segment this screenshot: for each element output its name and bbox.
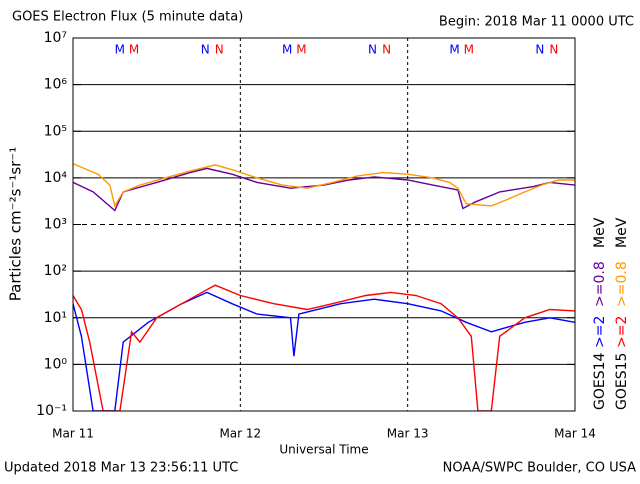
y-tick-label: 10³ [44,217,67,233]
legend-text: >=2 [614,316,630,348]
time-marker: M [282,43,292,57]
time-marker: M [129,43,139,57]
y-tick-label: 10⁷ [44,30,67,46]
series-line [73,291,575,411]
x-tick-label: Mar 11 [52,427,94,441]
legend-text: GOES15 [614,353,630,410]
legend-column: GOES14 >=2 >=0.8 MeV [592,217,608,410]
time-marker: M [296,43,306,57]
y-tick-label: 10⁵ [44,123,67,139]
time-marker: N [215,43,224,57]
x-tick-label: Mar 12 [219,427,261,441]
series-line [73,167,575,212]
footer-right: NOAA/SWPC Boulder, CO USA [443,461,636,476]
legend-text: >=2 [592,316,608,348]
time-marker: M [115,43,125,57]
y-tick-label: 10⁶ [44,77,68,93]
time-marker: N [382,43,391,57]
y-axis-label: Particles cm⁻²s⁻¹sr⁻¹ [7,147,25,301]
legend-text: >=0.8 [614,261,630,307]
x-tick-label: Mar 13 [387,427,429,441]
y-tick-label: 10⁰ [44,356,68,372]
time-marker: N [535,43,544,57]
plot-frame [72,37,576,412]
series-line [73,163,575,208]
chart-title: GOES Electron Flux (5 minute data) [12,10,243,25]
legend-text: >=0.8 [592,261,608,307]
time-marker: M [449,43,459,57]
time-marker: N [549,43,558,57]
x-tick-label: Mar 14 [554,427,596,441]
series-line [73,284,575,411]
time-marker: N [201,43,210,57]
legend-text: MeV [592,217,608,248]
legend-text: GOES14 [592,352,608,410]
legend-column: GOES15 >=2 >=0.8 MeV [614,217,630,410]
subtitle: Begin: 2018 Mar 11 0000 UTC [439,15,634,30]
y-tick-label: 10¹ [44,310,67,326]
time-marker: N [368,43,377,57]
x-axis-label: Universal Time [279,443,368,457]
time-marker: M [464,43,474,57]
y-tick-label: 10⁻¹ [36,403,67,419]
legend-text: MeV [614,217,630,248]
y-tick-label: 10⁴ [44,170,68,186]
y-tick-label: 10² [44,263,67,279]
footer-left: Updated 2018 Mar 13 23:56:11 UTC [4,461,238,476]
